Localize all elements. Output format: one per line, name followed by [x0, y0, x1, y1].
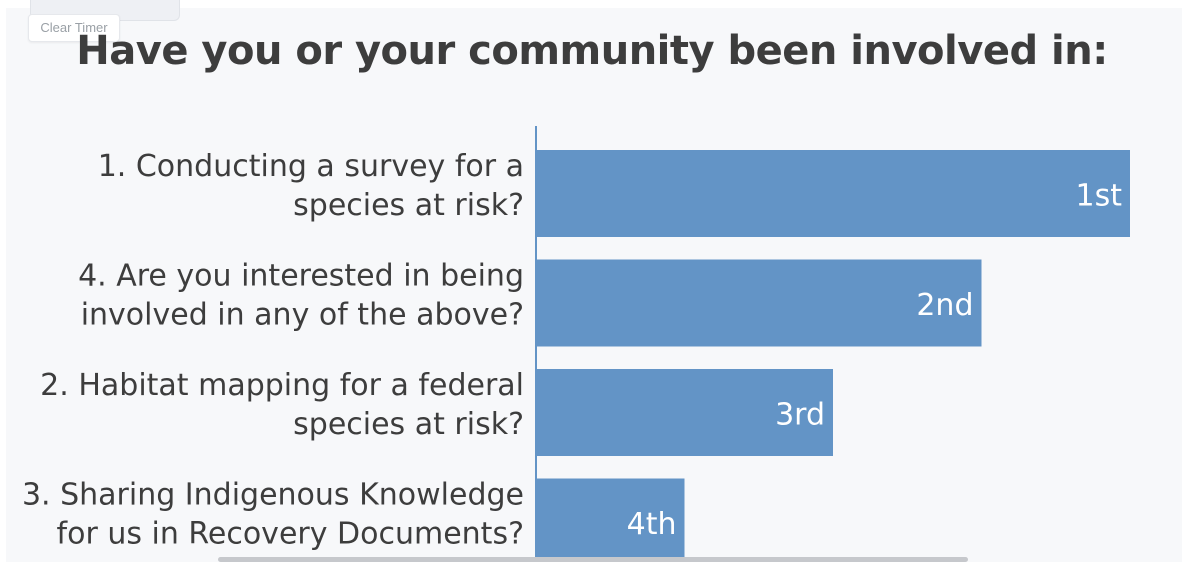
category-label-line: 1. Conducting a survey for a [98, 149, 524, 184]
category-label-line: species at risk? [293, 407, 524, 442]
bar-2 [536, 259, 982, 347]
category-label-3: 2. Habitat mapping for a federal species … [40, 368, 524, 442]
category-label-1: 1. Conducting a survey for a species at r… [98, 149, 524, 223]
category-label-line: 3. Sharing Indigenous Knowledge [22, 478, 524, 513]
clear-timer-button[interactable]: Clear Timer [28, 14, 120, 42]
bar-data-label-3: 3rd [775, 398, 825, 433]
category-label-line: species at risk? [293, 188, 524, 223]
scroll-indicator[interactable] [218, 557, 968, 562]
category-label-2: 4. Are you interested in being involved i… [78, 259, 524, 333]
chart-title: Have you or your community been involved… [76, 28, 1108, 74]
bar-4 [536, 478, 685, 562]
category-label-line: involved in any of the above? [81, 298, 524, 333]
bar-data-label-4: 4th [627, 507, 677, 542]
category-label-line: 4. Are you interested in being [78, 259, 524, 294]
category-label-line: 2. Habitat mapping for a federal [40, 368, 524, 403]
category-label-4: 3. Sharing Indigenous Knowledge for us in… [22, 478, 524, 552]
bar-data-label-2: 2nd [916, 288, 973, 323]
bar-3 [536, 369, 833, 456]
category-label-line: for us in Recovery Documents? [57, 517, 524, 552]
bar-1 [536, 150, 1130, 237]
bar-data-label-1: 1st [1076, 179, 1123, 214]
